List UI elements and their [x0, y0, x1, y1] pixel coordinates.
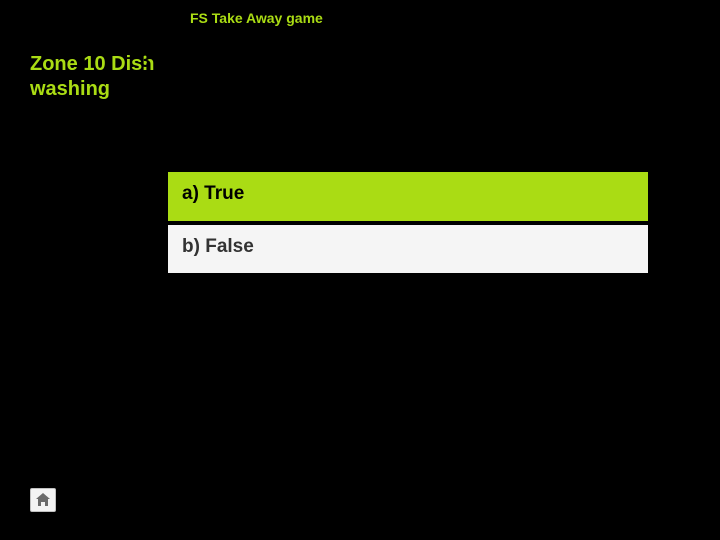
page-title: FS Take Away game	[190, 10, 323, 26]
home-icon	[35, 493, 51, 507]
options-list: a) True b) False	[168, 172, 648, 277]
question-number: 3 –	[140, 50, 178, 75]
option-a[interactable]: a) True	[168, 172, 648, 221]
question-text: Disinfection consists of the reduction o…	[182, 50, 642, 124]
home-button[interactable]	[30, 488, 56, 512]
option-b[interactable]: b) False	[168, 225, 648, 274]
